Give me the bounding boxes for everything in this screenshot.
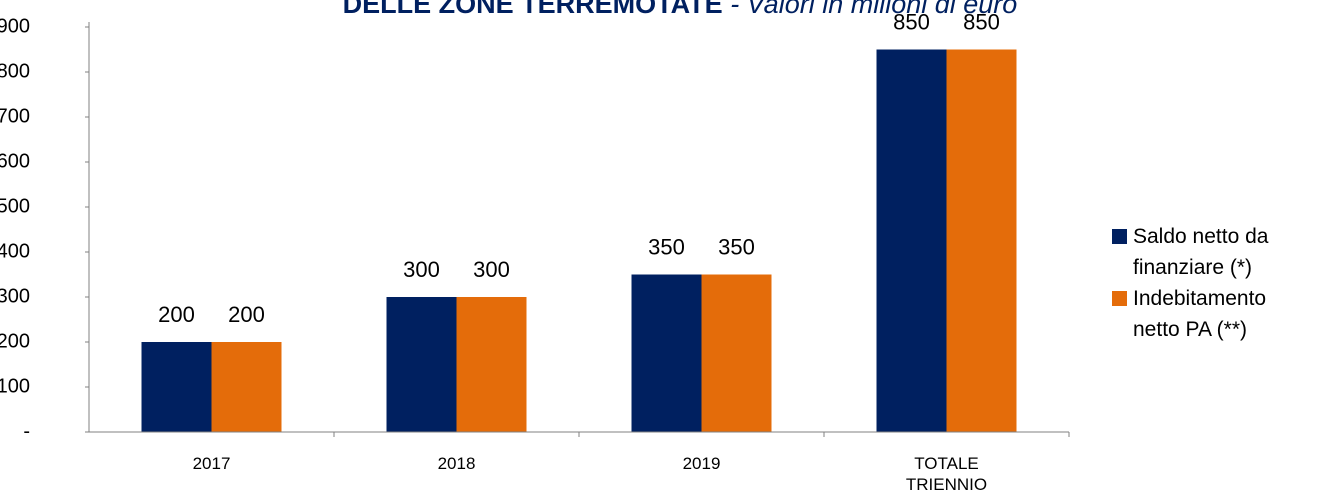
y-tick-label: 300 xyxy=(0,285,30,307)
legend-label: Indebitamento netto PA (**) xyxy=(1133,287,1267,341)
data-label: 350 xyxy=(718,234,755,259)
x-tick-label: 2017 xyxy=(192,454,231,473)
bar xyxy=(701,274,772,432)
y-tick-label: - xyxy=(23,420,30,442)
y-tick-label: 200 xyxy=(0,330,30,352)
bar xyxy=(211,342,282,432)
x-tick-label: TOTALE TRIENNIO xyxy=(905,454,988,494)
x-tick-label: 2019 xyxy=(682,454,721,473)
legend-swatch xyxy=(1112,291,1127,306)
data-label: 300 xyxy=(473,257,510,282)
legend-label: Saldo netto da finanziare (*) xyxy=(1133,225,1269,279)
data-label: 300 xyxy=(403,257,440,282)
y-tick-label: 800 xyxy=(0,60,30,82)
title: DELLE ZONE TERREMOTATE xyxy=(343,0,723,19)
data-label: 850 xyxy=(893,9,930,34)
bar xyxy=(386,297,457,432)
data-label: 350 xyxy=(648,234,685,259)
y-tick-label: 500 xyxy=(0,195,30,217)
bar xyxy=(141,342,212,432)
legend-swatch xyxy=(1112,229,1127,244)
data-label: 850 xyxy=(963,9,1000,34)
bar xyxy=(456,297,527,432)
y-tick-label: 100 xyxy=(0,375,30,397)
y-tick-label: 400 xyxy=(0,240,30,262)
x-tick-label: 2018 xyxy=(437,454,476,473)
bar xyxy=(946,49,1017,432)
data-label: 200 xyxy=(158,302,195,327)
bar xyxy=(876,49,947,432)
y-tick-label: 600 xyxy=(0,150,30,172)
data-label: 200 xyxy=(228,302,265,327)
y-tick-label: 900 xyxy=(0,15,30,37)
subtitle: - Valori in milioni di euro xyxy=(730,0,1017,19)
y-tick-label: 700 xyxy=(0,105,30,127)
chart-title: DELLE ZONE TERREMOTATE - Valori in milio… xyxy=(343,0,1018,19)
bar xyxy=(631,274,702,432)
